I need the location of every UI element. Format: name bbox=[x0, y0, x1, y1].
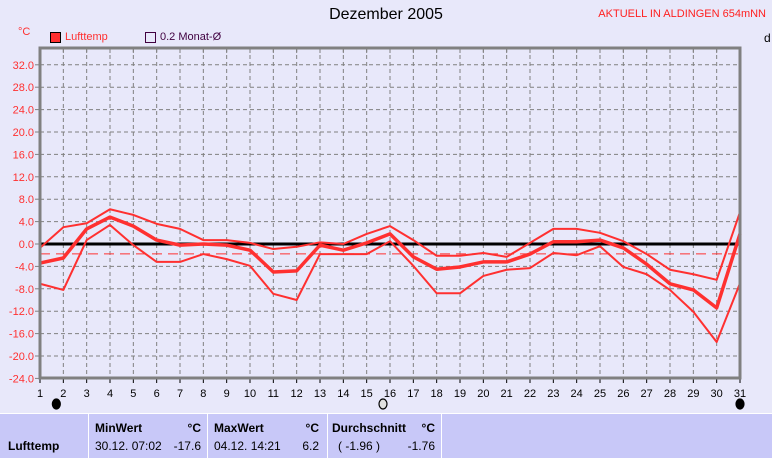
x-tick-label: 31 bbox=[734, 388, 746, 400]
min-value: -17.6 bbox=[173, 439, 201, 453]
min-time: 30.12. 07:02 bbox=[95, 439, 162, 453]
legend-month-avg[interactable]: 0.2 Monat-Ø bbox=[145, 31, 221, 43]
x-tick-label: 22 bbox=[524, 388, 536, 400]
y-tick-label: 0.0 bbox=[19, 239, 34, 251]
x-tick-label: 16 bbox=[384, 388, 396, 400]
series-mean-line bbox=[39, 215, 742, 310]
x-tick-label: 17 bbox=[407, 388, 419, 400]
x-tick-label: 1 bbox=[37, 388, 43, 400]
stats-max: MaxWert °C 04.12. 14:21 6.2 bbox=[207, 414, 327, 458]
avg-header: Durchschnitt bbox=[332, 421, 407, 435]
y-tick-label: -8.0 bbox=[15, 284, 34, 296]
legend-label: 0.2 Monat-Ø bbox=[160, 31, 222, 43]
x-tick-label: 7 bbox=[177, 388, 183, 400]
x-tick-label: 8 bbox=[200, 388, 206, 400]
x-tick-label: 10 bbox=[244, 388, 256, 400]
legend-swatch-icon bbox=[50, 31, 61, 43]
series-min-line bbox=[39, 223, 741, 343]
y-tick-label: -24.0 bbox=[9, 373, 34, 385]
y-tick-label: 24.0 bbox=[13, 105, 34, 117]
min-header: MinWert bbox=[95, 421, 143, 435]
legend-lufttemp[interactable]: Lufttemp bbox=[50, 31, 108, 43]
stats-panel: Lufttemp MinWert °C 30.12. 07:02 -17.6 M… bbox=[0, 413, 772, 458]
max-value: 6.2 bbox=[302, 439, 319, 453]
y-tick-label: 16.0 bbox=[13, 149, 34, 161]
y-tick-label: 20.0 bbox=[13, 127, 34, 139]
chart-title: Dezember 2005 bbox=[329, 6, 443, 23]
x-tick-label: 15 bbox=[361, 388, 373, 400]
x-tick-label: 30 bbox=[711, 388, 723, 400]
x-tick-label: 18 bbox=[431, 388, 443, 400]
x-tick-label: 25 bbox=[594, 388, 606, 400]
y-tick-label: -4.0 bbox=[15, 261, 34, 273]
x-tick-label: 28 bbox=[664, 388, 676, 400]
x-tick-label: 11 bbox=[268, 388, 279, 400]
series-max-line bbox=[39, 208, 741, 281]
marker-hollow-icon bbox=[378, 398, 388, 410]
min-unit: °C bbox=[187, 421, 201, 435]
right-cut-label: d bbox=[764, 31, 771, 45]
line-chart: 32.0 28.0 24.0 20.0 16.0 12.0 8.0 4.0 0.0 -4.0 -8.… bbox=[9, 46, 746, 410]
x-tick-label: 20 bbox=[477, 388, 489, 400]
legend-swatch-icon bbox=[145, 31, 156, 43]
y-tick-label: 12.0 bbox=[13, 172, 34, 184]
y-tick-label: -12.0 bbox=[9, 306, 34, 318]
avg-value: -1.76 bbox=[407, 439, 435, 453]
x-tick-label: 9 bbox=[224, 388, 230, 400]
x-tick-label: 24 bbox=[571, 388, 583, 400]
max-time: 04.12. 14:21 bbox=[214, 439, 281, 453]
x-tick-label: 27 bbox=[641, 388, 653, 400]
x-tick-label: 3 bbox=[84, 388, 90, 400]
x-tick-label: 2 bbox=[60, 388, 66, 400]
x-tick-label: 12 bbox=[291, 388, 303, 400]
x-tick-label: 23 bbox=[547, 388, 559, 400]
y-tick-label: 4.0 bbox=[19, 217, 34, 229]
x-tick-label: 5 bbox=[130, 388, 136, 400]
x-tick-label: 21 bbox=[501, 388, 513, 400]
y-tick-label: 28.0 bbox=[13, 82, 34, 94]
marker-filled-icon bbox=[735, 398, 745, 410]
y-tick-label: 32.0 bbox=[13, 60, 34, 72]
stats-row-label: Lufttemp bbox=[8, 439, 60, 453]
legend-label: Lufttemp bbox=[65, 31, 108, 43]
x-tick-label: 13 bbox=[314, 388, 326, 400]
plot-frame bbox=[38, 46, 742, 380]
x-tick-label: 4 bbox=[107, 388, 113, 400]
x-tick-label: 19 bbox=[454, 388, 466, 400]
y-tick-label: 8.0 bbox=[19, 194, 34, 206]
avg-unit: °C bbox=[421, 421, 435, 435]
x-tick-label: 29 bbox=[687, 388, 699, 400]
max-header: MaxWert bbox=[214, 421, 264, 435]
x-tick-label: 14 bbox=[337, 388, 349, 400]
stats-min: MinWert °C 30.12. 07:02 -17.6 bbox=[88, 414, 207, 458]
marker-filled-icon bbox=[51, 398, 61, 410]
x-tick-label: 6 bbox=[154, 388, 160, 400]
max-unit: °C bbox=[305, 421, 319, 435]
y-tick-label: -16.0 bbox=[9, 329, 34, 341]
x-tick-label: 26 bbox=[617, 388, 629, 400]
y-tick-label: -20.0 bbox=[9, 351, 34, 363]
avg-extra: ( -1.96 ) bbox=[338, 439, 381, 453]
y-unit-label: °C bbox=[18, 26, 31, 38]
stats-avg: Durchschnitt °C ( -1.96 ) -1.76 bbox=[327, 414, 442, 458]
station-label: AKTUELL IN ALDINGEN 654mNN bbox=[598, 8, 766, 20]
